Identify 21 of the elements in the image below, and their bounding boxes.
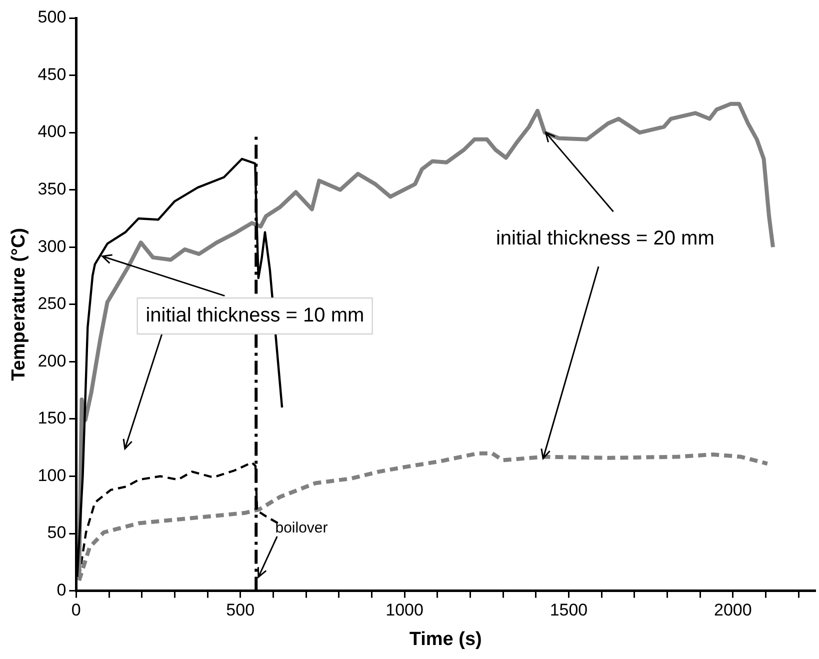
y-tick-label: 100 (38, 466, 66, 485)
y-axis-title: Temperature (°C) (8, 228, 30, 381)
y-tick-label: 50 (47, 523, 66, 542)
y-tick-label: 400 (38, 122, 66, 142)
y-tick-label: 200 (38, 351, 66, 370)
annotation: initial thickness = 20 mm (496, 227, 714, 250)
x-tick-label: 500 (226, 600, 255, 620)
y-tick-label: 350 (38, 180, 66, 199)
annotation: initial thickness = 10 mm (136, 297, 374, 334)
y-tick-label: 300 (38, 236, 66, 256)
y-tick-label: 0 (56, 580, 66, 600)
x-tick-label: 0 (71, 600, 81, 620)
y-tick-label: 250 (38, 294, 66, 314)
x-tick-label: 1000 (386, 600, 424, 620)
annotation: boilover (275, 519, 328, 536)
y-tick-label: 450 (38, 64, 66, 84)
x-tick-label: 2000 (714, 600, 752, 620)
x-tick-label: 1500 (550, 600, 588, 620)
y-tick-label: 150 (38, 408, 66, 428)
y-tick-label: 500 (38, 8, 66, 27)
x-axis-title: Time (s) (409, 628, 482, 650)
